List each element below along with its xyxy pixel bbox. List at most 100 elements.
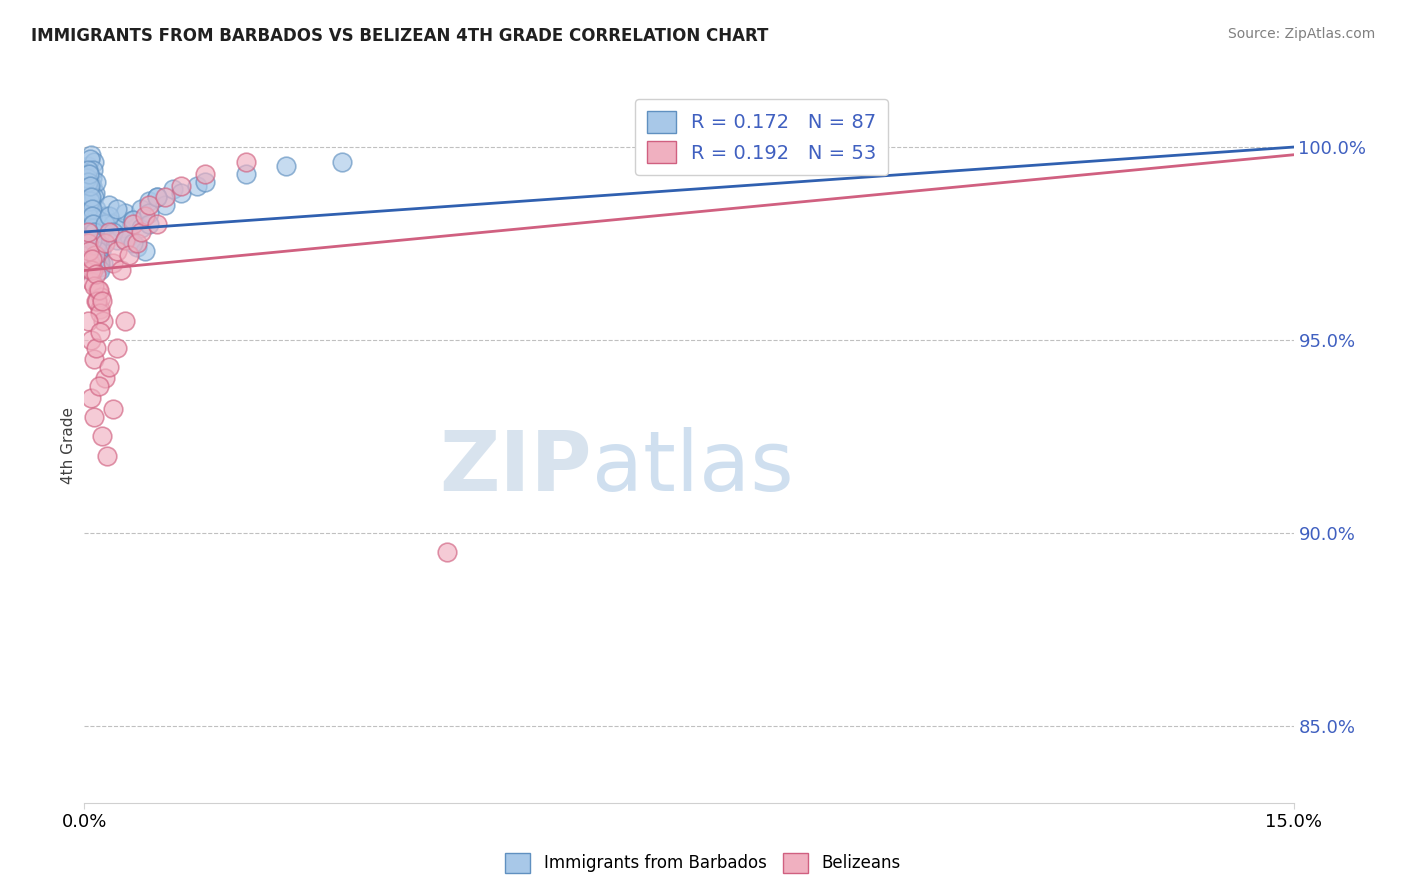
Point — [186, 178, 208, 193]
Point — [138, 205, 160, 219]
Point — [82, 225, 104, 239]
Point — [77, 210, 100, 224]
Point — [91, 313, 114, 327]
Y-axis label: 4th Grade: 4th Grade — [60, 408, 76, 484]
Legend: Immigrants from Barbados, Belizeans: Immigrants from Barbados, Belizeans — [499, 847, 907, 880]
Point — [114, 313, 136, 327]
Point — [89, 263, 111, 277]
Point — [80, 333, 103, 347]
Point — [170, 186, 193, 201]
Point — [80, 202, 103, 216]
Point — [91, 294, 114, 309]
Point — [138, 194, 160, 208]
Point — [125, 236, 148, 251]
Point — [86, 213, 108, 227]
Point — [84, 268, 107, 282]
Point — [77, 236, 100, 251]
Point — [121, 213, 143, 227]
Point — [82, 217, 104, 231]
Point — [83, 190, 105, 204]
Point — [77, 159, 100, 173]
Point — [83, 279, 105, 293]
Point — [82, 221, 104, 235]
Point — [86, 341, 108, 355]
Text: IMMIGRANTS FROM BARBADOS VS BELIZEAN 4TH GRADE CORRELATION CHART: IMMIGRANTS FROM BARBADOS VS BELIZEAN 4TH… — [31, 27, 768, 45]
Point — [129, 221, 152, 235]
Point — [91, 236, 114, 251]
Point — [153, 198, 176, 212]
Point — [114, 205, 136, 219]
Point — [80, 190, 103, 204]
Point — [83, 233, 105, 247]
Point — [114, 233, 136, 247]
Point — [89, 301, 111, 316]
Point — [90, 291, 112, 305]
Point — [83, 186, 105, 201]
Point — [118, 248, 141, 262]
Point — [162, 182, 184, 196]
Point — [84, 202, 107, 216]
Point — [97, 225, 120, 239]
Point — [83, 225, 105, 239]
Point — [134, 210, 156, 224]
Point — [77, 167, 100, 181]
Point — [82, 252, 104, 266]
Point — [77, 167, 100, 181]
Point — [235, 167, 257, 181]
Point — [101, 256, 124, 270]
Point — [87, 244, 110, 259]
Text: ZIP: ZIP — [440, 427, 592, 508]
Point — [436, 545, 458, 559]
Point — [89, 252, 111, 266]
Point — [77, 244, 100, 259]
Point — [82, 263, 104, 277]
Point — [86, 294, 108, 309]
Point — [146, 190, 169, 204]
Point — [83, 233, 105, 247]
Point — [97, 198, 120, 212]
Point — [79, 152, 101, 166]
Point — [146, 190, 169, 204]
Point — [77, 175, 100, 189]
Point — [93, 217, 115, 231]
Point — [83, 352, 105, 367]
Point — [118, 228, 141, 243]
Point — [82, 205, 104, 219]
Point — [121, 217, 143, 231]
Point — [83, 155, 105, 169]
Point — [83, 248, 105, 262]
Point — [90, 244, 112, 259]
Point — [125, 240, 148, 254]
Point — [87, 283, 110, 297]
Point — [80, 391, 103, 405]
Point — [110, 221, 132, 235]
Point — [80, 178, 103, 193]
Point — [76, 225, 98, 239]
Point — [129, 202, 152, 216]
Point — [170, 178, 193, 193]
Point — [80, 194, 103, 208]
Point — [114, 233, 136, 247]
Point — [87, 379, 110, 393]
Point — [89, 225, 111, 239]
Point — [89, 306, 111, 320]
Point — [87, 252, 110, 266]
Point — [89, 260, 111, 274]
Point — [101, 402, 124, 417]
Point — [79, 178, 101, 193]
Point — [274, 159, 297, 173]
Point — [105, 244, 128, 259]
Point — [121, 236, 143, 251]
Point — [76, 170, 98, 185]
Point — [76, 163, 98, 178]
Point — [89, 325, 111, 339]
Point — [77, 263, 100, 277]
Point — [101, 217, 124, 231]
Point — [86, 240, 108, 254]
Point — [80, 148, 103, 162]
Point — [129, 225, 152, 239]
Point — [105, 233, 128, 247]
Point — [79, 194, 101, 208]
Point — [80, 263, 103, 277]
Point — [82, 210, 104, 224]
